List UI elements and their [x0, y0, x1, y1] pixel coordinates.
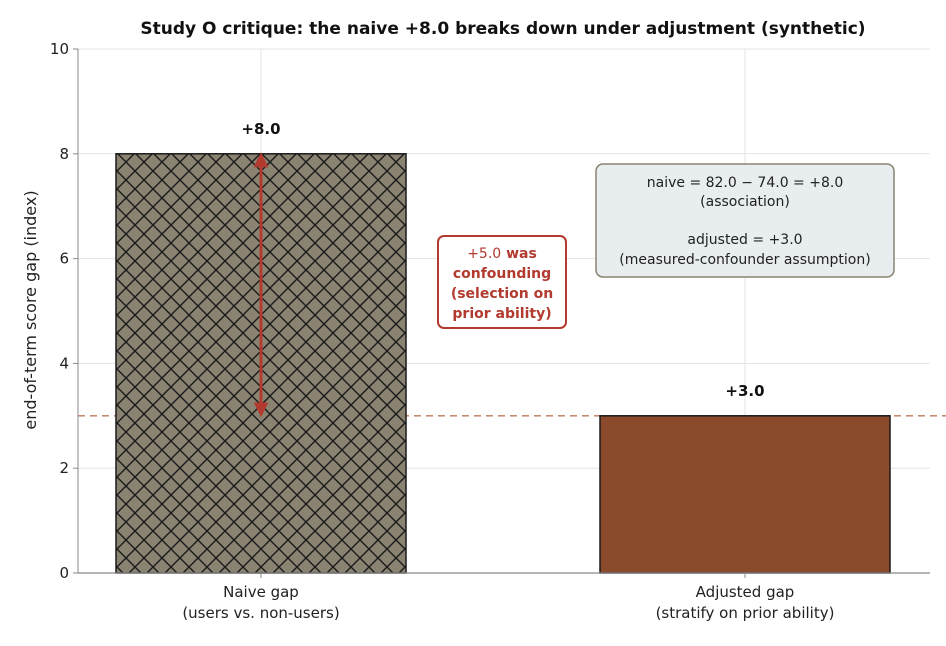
confounding-annotation-line: prior ability) [452, 306, 551, 322]
confounding-annotation-text: (selection on [451, 286, 553, 302]
y-tick-label: 6 [59, 250, 69, 268]
confounding-annotation-line: confounding [453, 266, 551, 282]
annotations: +5.0 was confounding (selection on prior ab… [253, 152, 895, 418]
x-tick-label-0: Naive gap [223, 583, 299, 601]
y-tick-label: 0 [59, 564, 69, 582]
y-tick-label: 4 [59, 354, 69, 372]
info-box-line-1: naive = 82.0 − 74.0 = +8.0 [647, 175, 843, 191]
bar-1 [599, 415, 891, 574]
x-tick-label-1: (stratify on prior ability) [656, 604, 835, 622]
y-tick-label: 10 [50, 40, 69, 58]
value-label-1: +3.0 [725, 382, 764, 400]
value-label-0: +8.0 [241, 120, 280, 138]
info-box-line-2: (association) [700, 194, 790, 210]
x-tick-label-1: Adjusted gap [696, 583, 795, 601]
labels: +8.0 +3.0 Naive gap (users vs. non-users) Ad… [182, 120, 834, 622]
x-tick-label-0: (users vs. non-users) [182, 604, 339, 622]
axes: 0 2 4 6 8 10 [50, 40, 930, 582]
y-tick-label: 2 [59, 459, 69, 477]
confounding-annotation-box [437, 235, 567, 329]
confounding-annotation-text: was [501, 246, 537, 262]
confounding-annotation-line: +5.0 was [467, 246, 537, 262]
confounding-annotation-value: +5.0 [467, 246, 501, 262]
y-axis-label: end-of-term score gap (index) [21, 190, 40, 429]
chart-title: Study O critique: the naive +8.0 breaks … [140, 19, 865, 39]
confounding-annotation-line: (selection on [451, 286, 553, 302]
info-box-line-4: (measured-confounder assumption) [619, 252, 870, 268]
confounding-annotation-text: prior ability) [452, 306, 551, 322]
info-box [595, 163, 895, 278]
y-tick-label: 8 [59, 145, 69, 163]
confounding-annotation-text: confounding [453, 266, 551, 282]
info-box-line-3: adjusted = +3.0 [687, 232, 802, 248]
